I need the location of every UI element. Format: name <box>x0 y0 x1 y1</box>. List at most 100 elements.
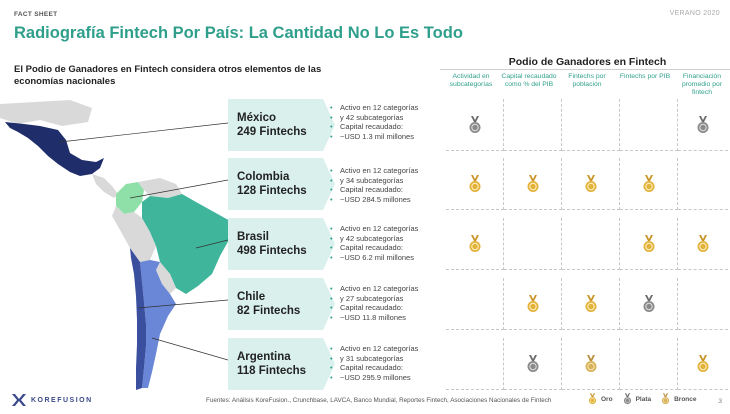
medal-cell <box>562 338 620 390</box>
korefusion-logo: KOREFUSION <box>12 394 93 406</box>
fintech-count: 249 Fintechs <box>237 126 307 138</box>
country-box-argentina: Argentina 118 Fintechs <box>228 338 335 390</box>
medal-icon <box>468 174 481 192</box>
legend-label-oro: Oro <box>601 395 613 403</box>
column-header: Capital recaudado como % del PIB <box>501 73 557 88</box>
legend-label-plata: Plata <box>635 395 652 403</box>
country-box-chile: Chile 82 Fintechs <box>228 278 335 330</box>
country-name: Argentina <box>237 351 291 363</box>
stat-line: Capital recaudado: <box>330 243 442 253</box>
stat-line: ~USD 11.8 millones <box>330 313 442 323</box>
sources-note: Fuentes: Análisis KoreFusion., Crunchbas… <box>206 397 552 404</box>
chile-shape <box>130 248 146 390</box>
medal-cell <box>620 218 678 270</box>
stat-line: Activo en 12 categorías <box>330 103 442 113</box>
logo-text: KOREFUSION <box>31 396 93 404</box>
medal-cell <box>504 99 562 151</box>
stat-line: ~USD 284.5 millones <box>330 195 442 205</box>
medal-icon <box>642 174 655 192</box>
stats-chile: Activo en 12 categorías y 27 subcategorí… <box>330 284 442 322</box>
stat-line: y 42 subcategorías <box>330 234 442 244</box>
medal-cell <box>562 218 620 270</box>
fintech-count: 128 Fintechs <box>237 185 307 197</box>
medal-icon <box>588 393 597 405</box>
column-header: Financiación promedio por fintech <box>681 73 723 96</box>
medal-cell <box>620 99 678 151</box>
latin-america-map <box>0 100 232 390</box>
medal-cell <box>562 278 620 330</box>
medal-cell <box>504 338 562 390</box>
medal-icon <box>697 115 709 133</box>
medal-cell <box>620 338 678 390</box>
medal-icon <box>584 174 597 192</box>
medal-cell <box>504 218 562 270</box>
medal-icon <box>661 393 670 405</box>
medal-icon <box>642 294 655 312</box>
country-box-colombia: Colombia 128 Fintechs <box>228 158 335 210</box>
medal-cell <box>446 158 504 210</box>
medal-cell <box>678 218 728 270</box>
medal-cell <box>678 338 728 390</box>
medal-cell <box>446 99 504 151</box>
stat-line: ~USD 6.2 mil millones <box>330 253 442 263</box>
mexico-shape <box>5 122 104 176</box>
stat-line: y 42 subcategorías <box>330 113 442 123</box>
medal-cell <box>562 158 620 210</box>
medal-cell <box>620 158 678 210</box>
column-header: Fintechs por población <box>568 73 606 88</box>
medal-icon <box>623 393 631 405</box>
country-name: Chile <box>237 291 266 303</box>
podium-title: Podio de Ganadores en Fintech <box>508 56 667 68</box>
legend-label-bronce: Bronce <box>674 395 697 403</box>
medal-cell <box>504 278 562 330</box>
fintech-count: 498 Fintechs <box>237 245 307 257</box>
stats-brasil: Activo en 12 categorías y 42 subcategorí… <box>330 224 442 262</box>
medal-cell <box>678 158 728 210</box>
medal-legend: Oro Plata Bronce <box>588 393 703 405</box>
korefusion-logo-icon <box>12 394 26 406</box>
medal-icon <box>468 115 481 133</box>
medal-cell <box>620 278 678 330</box>
medal-cell <box>562 99 620 151</box>
podium-divider <box>440 69 730 70</box>
medal-cell <box>678 278 728 330</box>
stat-line: y 34 subcategorías <box>330 176 442 186</box>
stat-line: Activo en 12 categorías <box>330 284 442 294</box>
stat-line: Activo en 12 categorías <box>330 224 442 234</box>
medal-cell <box>446 278 504 330</box>
country-box-mexico: México 249 Fintechs <box>228 99 335 151</box>
fintech-count: 82 Fintechs <box>237 305 301 317</box>
brasil-shape <box>142 194 232 294</box>
stat-line: Capital recaudado: <box>330 185 442 195</box>
stat-line: ~USD 295.9 millones <box>330 373 442 383</box>
stat-line: y 31 subcategorías <box>330 354 442 364</box>
medal-icon <box>468 234 481 252</box>
stat-line: y 27 subcategorías <box>330 294 442 304</box>
page-number: 3 <box>718 398 722 405</box>
stats-argentina: Activo en 12 categorías y 31 subcategorí… <box>330 344 442 382</box>
season-label: VERANO 2020 <box>669 10 720 17</box>
medal-cell <box>678 99 728 151</box>
medal-cell <box>446 338 504 390</box>
stats-colombia: Activo en 12 categorías y 34 subcategorí… <box>330 166 442 204</box>
stat-line: ~USD 1.3 mil millones <box>330 132 442 142</box>
argentina-shape <box>140 260 176 388</box>
fintech-count: 118 Fintechs <box>237 365 307 377</box>
medal-icon <box>697 234 709 252</box>
stats-mexico: Activo en 12 categorías y 42 subcategorí… <box>330 103 442 141</box>
medal-icon <box>584 354 597 372</box>
medal-icon <box>526 174 539 192</box>
stat-line: Capital recaudado: <box>330 303 442 313</box>
medal-icon <box>526 354 539 372</box>
page-subtitle: El Podio de Ganadores en Fintech conside… <box>14 64 322 87</box>
country-name: Brasil <box>237 231 269 243</box>
page-title: Radiografía Fintech Por País: La Cantida… <box>14 24 463 42</box>
medal-icon <box>526 294 539 312</box>
country-box-brasil: Brasil 498 Fintechs <box>228 218 335 270</box>
medal-cell <box>504 158 562 210</box>
stat-line: Capital recaudado: <box>330 122 442 132</box>
column-header: Actividad en subcategorías <box>449 73 493 88</box>
stat-line: Capital recaudado: <box>330 363 442 373</box>
column-header: Fintechs por PIB <box>619 73 671 80</box>
country-name: Colombia <box>237 171 290 183</box>
